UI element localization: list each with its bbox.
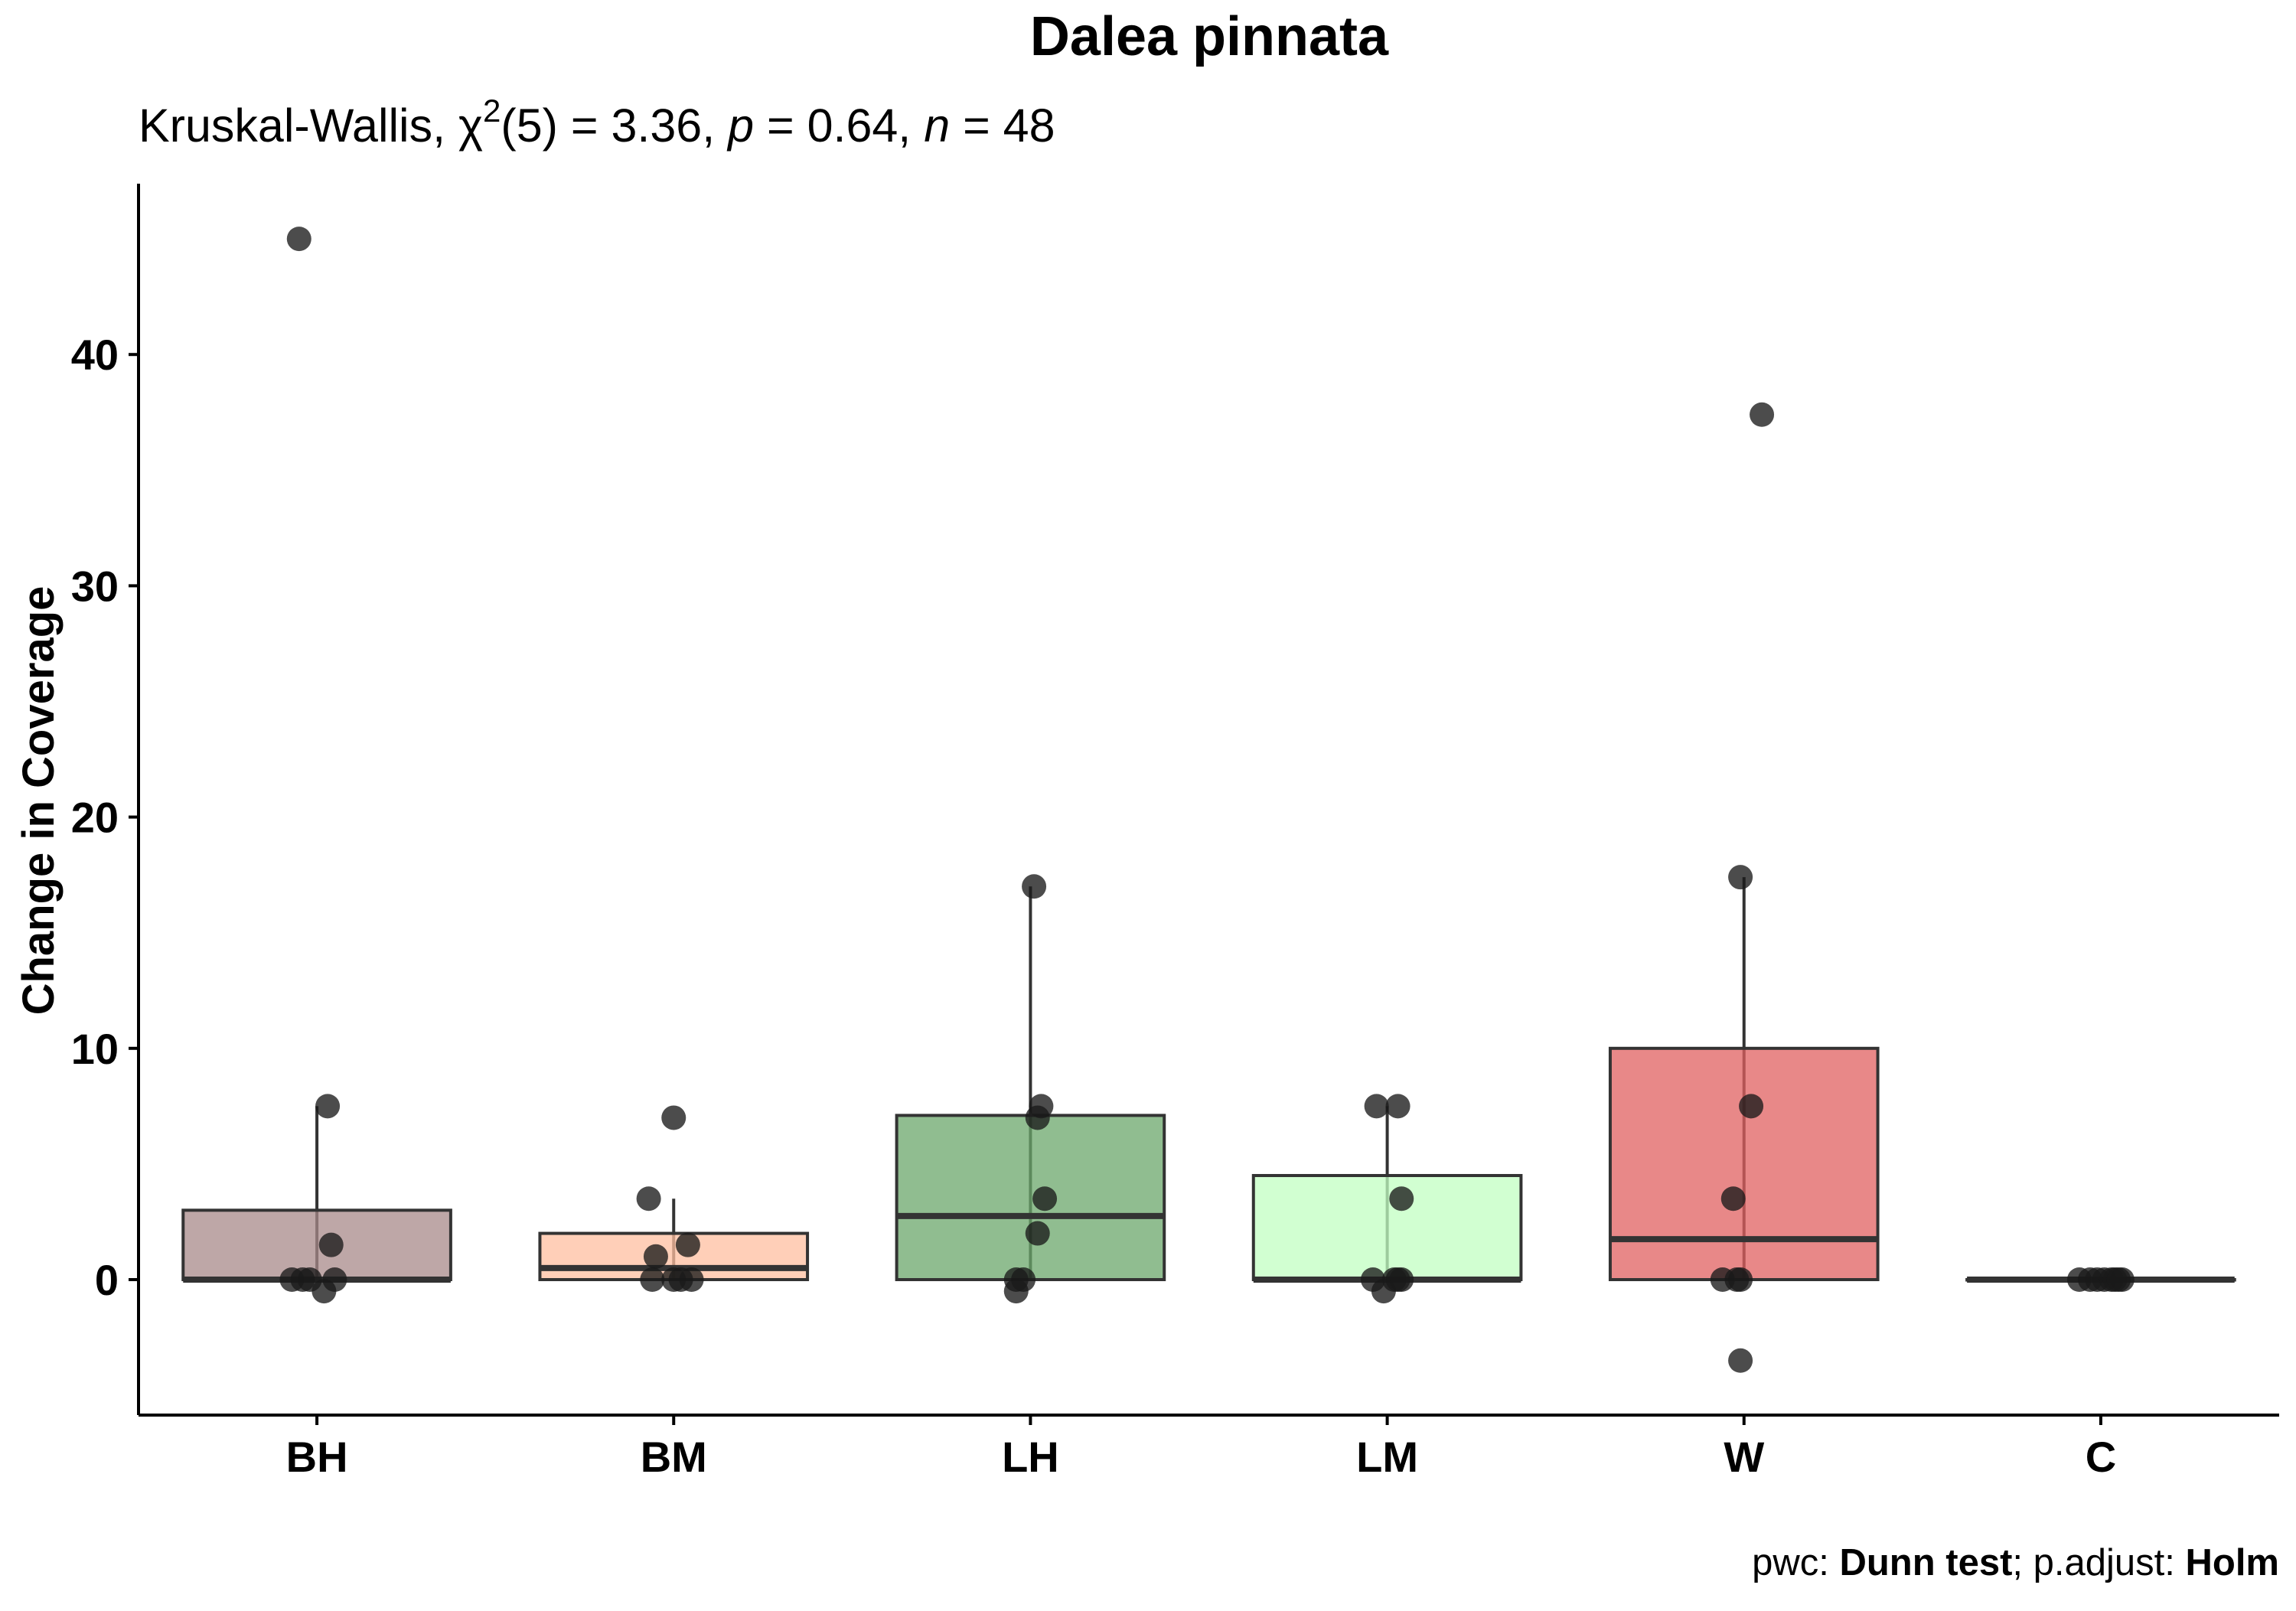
boxes-layer: [181, 877, 2236, 1283]
chart-subtitle: Kruskal-Wallis, χ2(5) = 3.36, p = 0.64, …: [139, 93, 1055, 152]
data-point-w: [1728, 865, 1753, 890]
data-point-bh: [290, 1267, 315, 1292]
chart-title: Dalea pinnata: [1030, 6, 1389, 67]
data-point-bm: [661, 1105, 687, 1130]
x-tick-label-lm: LM: [1356, 1433, 1418, 1481]
data-point-lh: [1025, 1105, 1050, 1130]
data-point-w: [1728, 1348, 1753, 1373]
subtitle-p-symbol: p: [726, 99, 754, 152]
x-tick-label-c: C: [2086, 1433, 2116, 1481]
x-tick-label-w: W: [1724, 1433, 1764, 1481]
subtitle-chi: χ: [458, 99, 483, 152]
data-point-w: [1750, 402, 1775, 427]
x-tick-label-lh: LH: [1002, 1433, 1059, 1481]
data-point-bm: [643, 1244, 668, 1269]
data-point-c: [2109, 1267, 2135, 1292]
box-body-lh: [895, 1114, 1166, 1281]
data-point-bm: [640, 1267, 665, 1292]
y-tick-label: 40: [71, 331, 119, 379]
subtitle-test: Kruskal-Wallis,: [139, 99, 458, 152]
subtitle-p-value: = 0.64,: [754, 99, 924, 152]
data-point-lh: [1022, 874, 1047, 899]
data-point-bh: [286, 227, 311, 252]
chart-caption: pwc: Dunn test; p.adjust: Holm: [1752, 1542, 2279, 1583]
caption-adjust-method: Holm: [2186, 1542, 2280, 1583]
points-layer: [279, 227, 2135, 1373]
data-point-lh: [1003, 1279, 1029, 1304]
data-point-w: [1739, 1094, 1764, 1119]
data-point-bm: [675, 1232, 700, 1257]
y-tick-label: 30: [71, 562, 119, 610]
data-point-lm: [1389, 1186, 1414, 1212]
subtitle-df: (5) = 3.36,: [501, 99, 728, 152]
y-tick-label: 20: [71, 794, 119, 842]
caption-separator: ; p.adjust:: [2012, 1542, 2185, 1583]
data-point-lm: [1385, 1094, 1411, 1119]
data-point-bm: [668, 1267, 693, 1292]
data-point-lh: [1025, 1221, 1050, 1246]
y-axis-label: Change in Coverage: [14, 586, 64, 1016]
box-body-bh: [181, 1208, 452, 1281]
y-tick-label: 10: [71, 1025, 119, 1073]
axes-layer: 0 10 20 30 40 BH BM LH LM W C: [71, 184, 2279, 1481]
subtitle-n-symbol: n: [924, 99, 950, 152]
data-point-lm: [1364, 1094, 1389, 1119]
data-point-lh: [1032, 1186, 1058, 1212]
caption-pwc-label: pwc:: [1752, 1542, 1839, 1583]
x-tick-label-bh: BH: [286, 1433, 348, 1481]
box-body-w: [1608, 1046, 1880, 1282]
data-point-bh: [311, 1279, 337, 1304]
subtitle-n-value: = 48: [950, 99, 1055, 152]
caption-pwc-method: Dunn test: [1839, 1542, 2012, 1583]
y-tick-label: 0: [95, 1256, 119, 1304]
box-body-lm: [1251, 1174, 1523, 1282]
subtitle-chi-superscript: 2: [483, 93, 501, 129]
data-point-w: [1720, 1186, 1746, 1212]
data-point-lm: [1371, 1279, 1396, 1304]
data-point-bh: [318, 1232, 344, 1257]
data-point-bm: [636, 1186, 661, 1212]
data-point-w: [1728, 1267, 1753, 1292]
x-tick-label-bm: BM: [641, 1433, 707, 1481]
data-point-bh: [315, 1094, 341, 1119]
